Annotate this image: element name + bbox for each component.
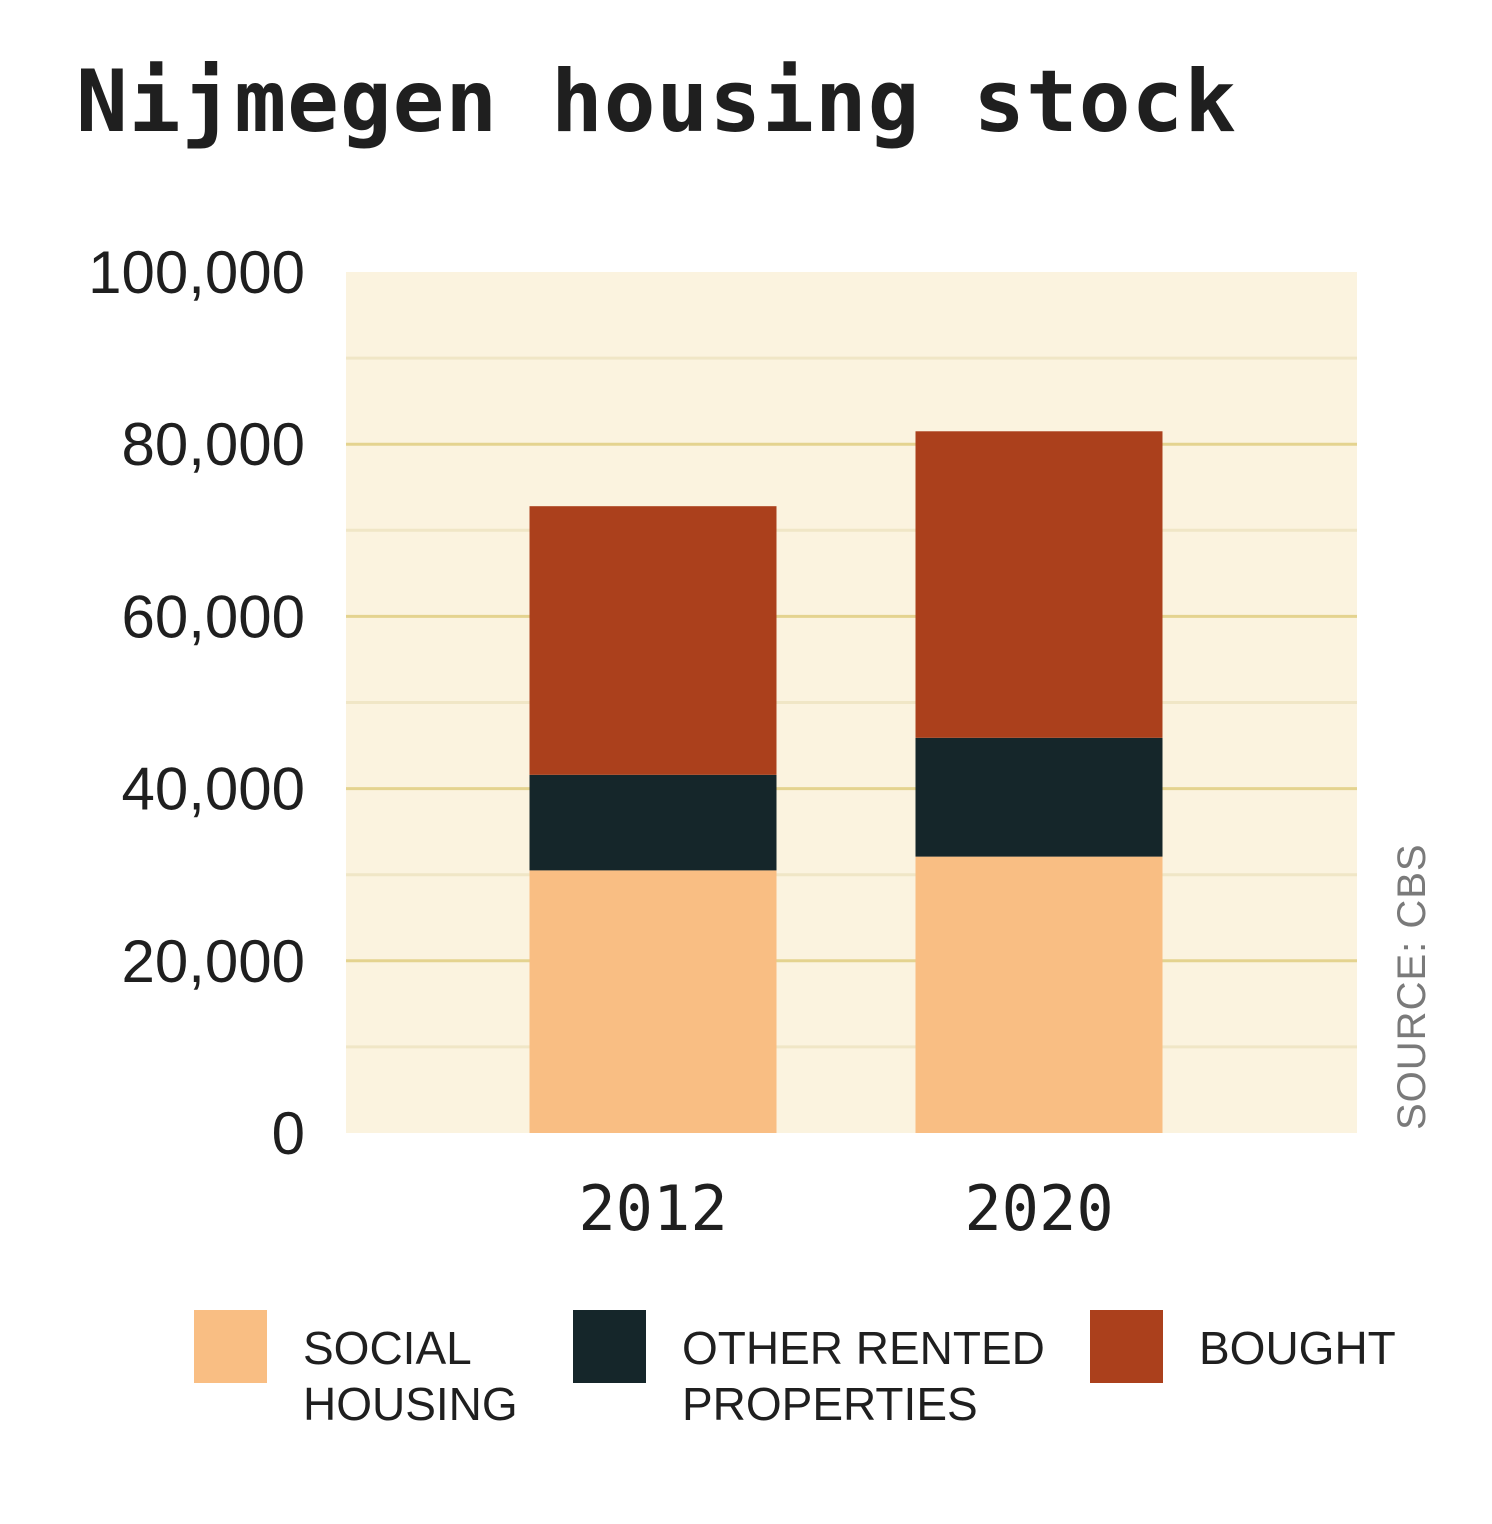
legend-swatch-bought — [1090, 1310, 1163, 1383]
bar-segment-bought — [529, 506, 777, 775]
legend-swatch-other-rented — [573, 1310, 646, 1383]
legend: SOCIAL HOUSING OTHER RENTED PROPERTIES B… — [0, 1310, 1492, 1460]
legend-label-bought: BOUGHT — [1199, 1322, 1396, 1374]
y-tick-label: 80,000 — [121, 411, 305, 478]
x-tick-label: 2012 — [578, 1172, 727, 1245]
y-tick-label: 20,000 — [121, 928, 305, 995]
x-tick-label: 2020 — [964, 1172, 1113, 1245]
legend-item-social-housing: SOCIAL HOUSING — [194, 1310, 518, 1432]
bar-segment-other-rented — [529, 774, 777, 871]
y-tick-label: 60,000 — [121, 583, 305, 650]
chart-title: Nijmegen housing stock — [76, 52, 1238, 152]
y-tick-label: 0 — [272, 1100, 305, 1167]
legend-item-bought: BOUGHT — [1090, 1310, 1396, 1383]
y-tick-label: 100,000 — [88, 239, 305, 306]
bar-segment-bought — [915, 431, 1163, 738]
y-tick-label: 40,000 — [121, 756, 305, 823]
stacked-bar-chart: 0 20,000 40,000 60,000 80,000 100,000 2012 202… — [88, 239, 1434, 1245]
legend-item-other-rented: OTHER RENTED PROPERTIES — [573, 1310, 1045, 1432]
source-label: SOURCE: CBS — [1390, 843, 1434, 1130]
legend-label-social-housing: SOCIAL HOUSING — [303, 1322, 518, 1430]
legend-swatch-social-housing — [194, 1310, 267, 1383]
bar-segment-social-housing — [529, 870, 777, 1133]
legend-label-other-rented: OTHER RENTED PROPERTIES — [682, 1322, 1045, 1430]
bar-segment-other-rented — [915, 737, 1163, 857]
bar-segment-social-housing — [915, 856, 1163, 1133]
